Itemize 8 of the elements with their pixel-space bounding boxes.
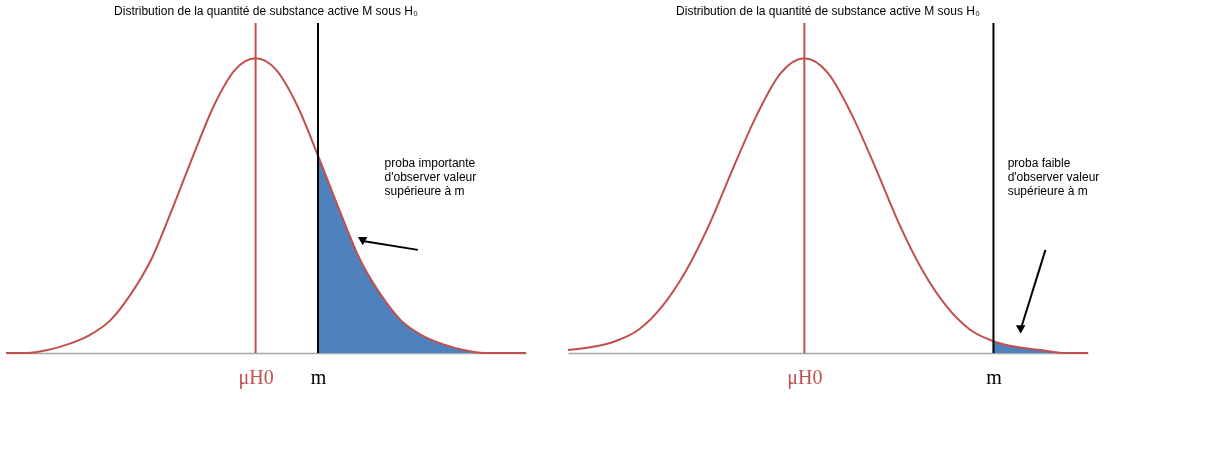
annotation: proba faible d'observer valeur supérieure à m xyxy=(1007,156,1100,199)
x-tick-label: m xyxy=(986,365,1003,388)
chart-title: Distribution de la quantité de substance active M sous H₀ xyxy=(114,4,418,18)
x-tick-label: μH0 xyxy=(238,365,274,389)
annotation: proba importante d'observer valeur supérieure à m xyxy=(384,156,477,199)
x-tick-label: m xyxy=(310,365,327,388)
x-tick-label: μH0 xyxy=(787,365,823,389)
chart-title: Distribution de la quantité de substance active M sous H₀ xyxy=(676,4,980,18)
